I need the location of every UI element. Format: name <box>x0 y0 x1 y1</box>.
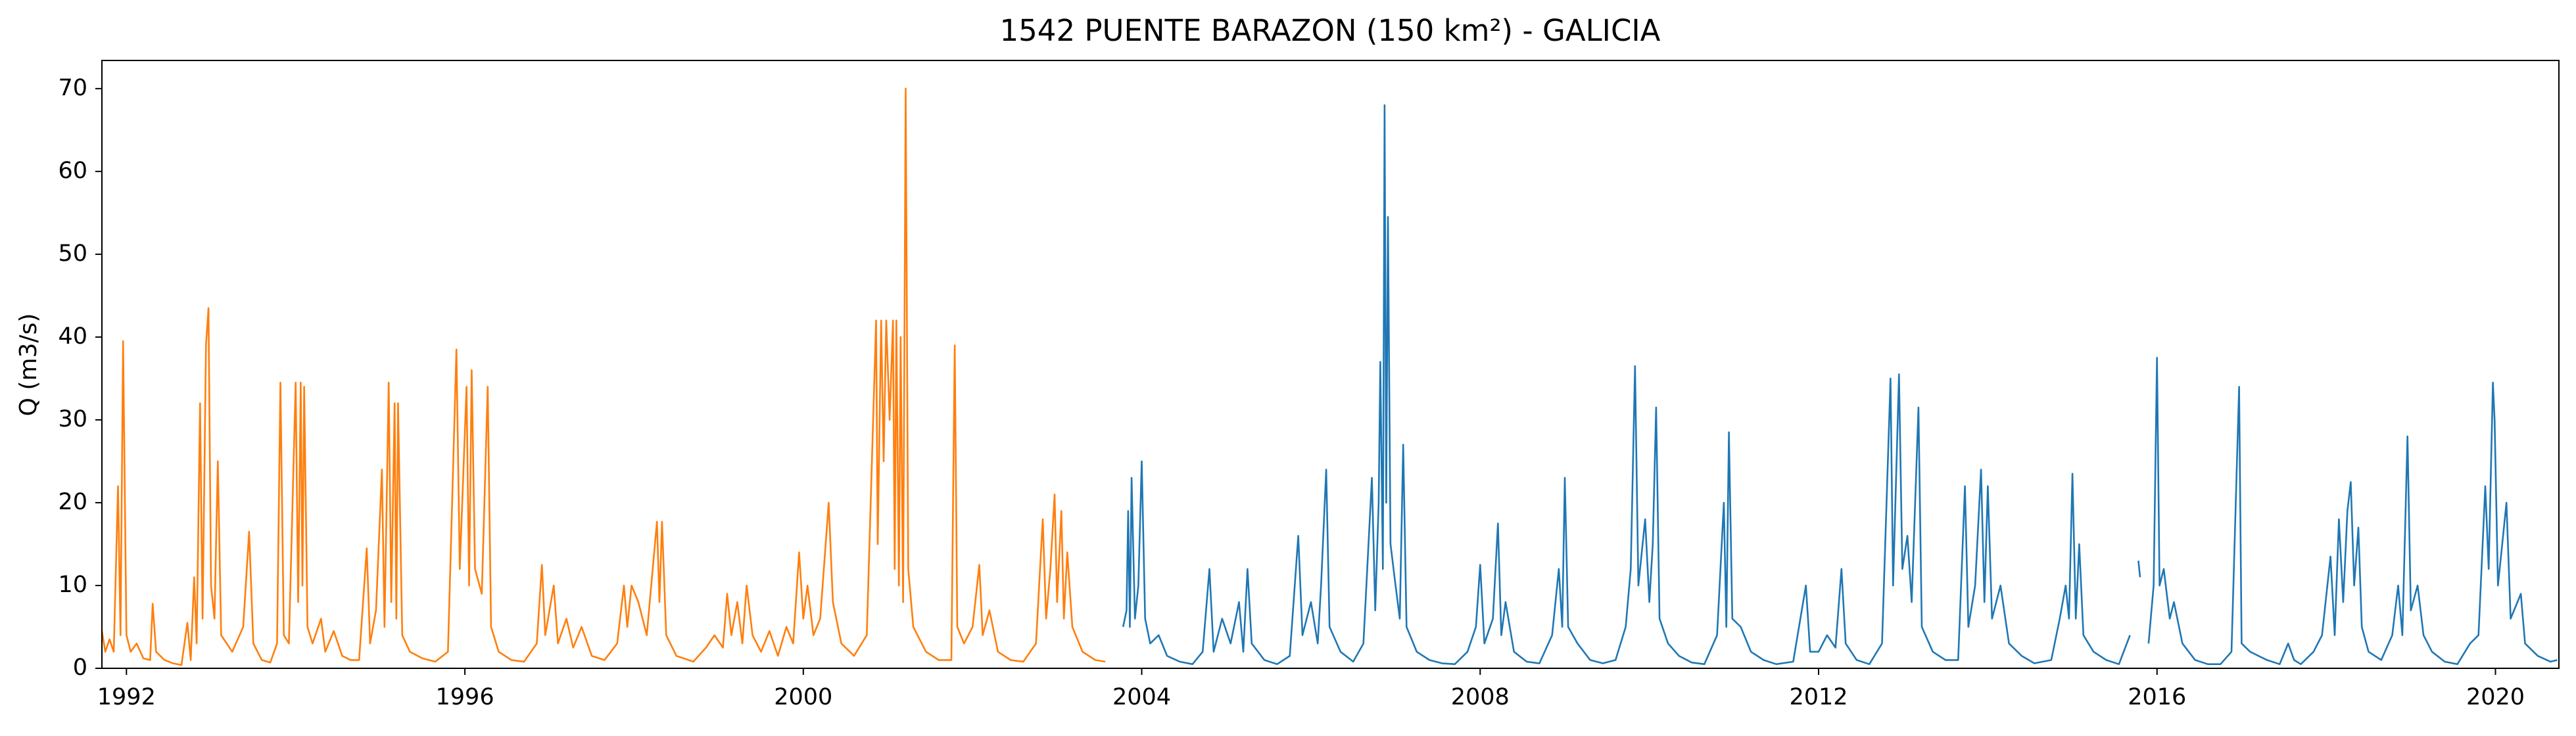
y-tick-label: 10 <box>58 572 87 598</box>
x-tick-label: 2020 <box>2466 684 2525 710</box>
x-tick-label: 2000 <box>774 684 832 710</box>
chart-title: 1542 PUENTE BARAZON (150 km²) - GALICIA <box>1000 13 1661 48</box>
y-tick-label: 70 <box>58 75 87 101</box>
y-tick-label: 50 <box>58 241 87 267</box>
y-tick-label: 60 <box>58 158 87 184</box>
x-tick-label: 1996 <box>436 684 494 710</box>
x-tick-label: 2012 <box>1789 684 1848 710</box>
y-tick-label: 20 <box>58 489 87 515</box>
y-tick-label: 30 <box>58 406 87 432</box>
x-tick-label: 2008 <box>1451 684 1510 710</box>
flow-line <box>1122 104 2558 665</box>
y-tick-label: 40 <box>58 323 87 350</box>
y-tick-label: 0 <box>73 655 87 681</box>
x-tick-label: 1992 <box>97 684 156 710</box>
flow-line <box>102 87 1106 666</box>
plot-frame <box>101 60 2560 669</box>
y-axis-label: Q (m3/s) <box>15 313 42 417</box>
x-tick-label: 2016 <box>2128 684 2186 710</box>
x-tick-label: 2004 <box>1112 684 1171 710</box>
